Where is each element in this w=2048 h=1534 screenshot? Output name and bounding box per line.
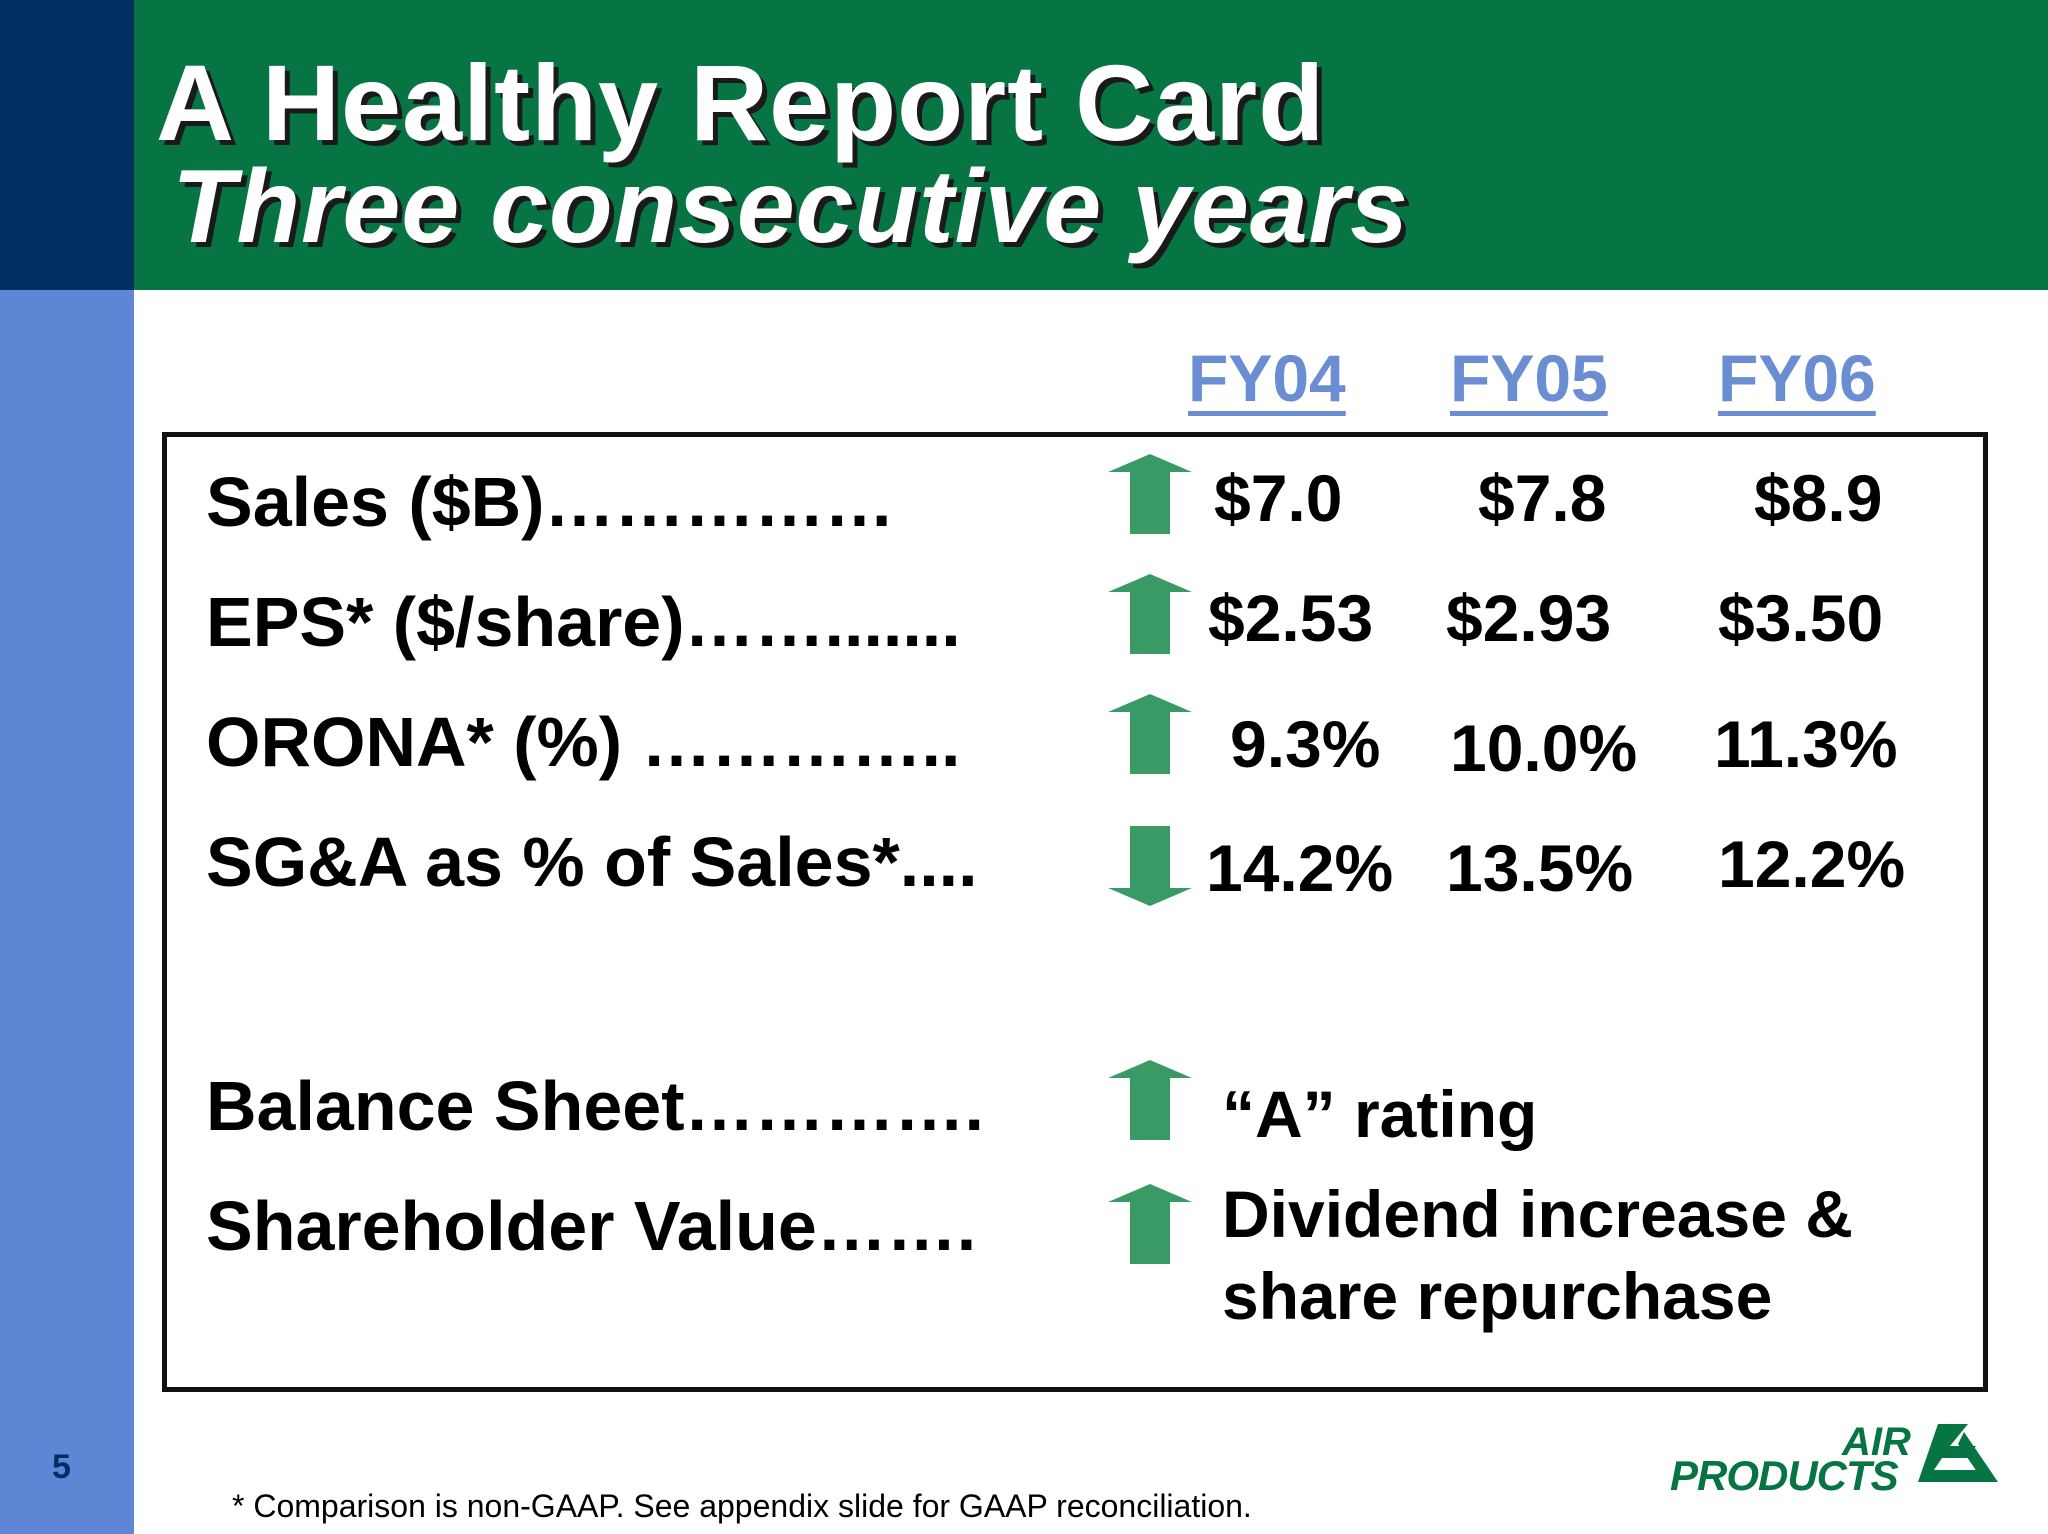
sales-fy04: $7.0 [1214,461,1343,535]
down-arrow-icon [1108,826,1192,906]
page-number: 5 [52,1448,71,1486]
up-arrow-icon [1108,454,1192,534]
sga-fy05: 13.5% [1446,831,1634,905]
eps-fy06: $3.50 [1718,581,1884,655]
sga-fy06: 12.2% [1718,827,1906,901]
row-label-sga: SG&A as % of Sales*.... [206,823,978,901]
logo-text-products: PRODUCTS [1670,1452,1899,1499]
orona-fy04: 9.3% [1230,707,1381,781]
slide-subtitle: Three consecutive years [172,149,1409,265]
slide-title: A Healthy Report Card [156,42,1326,163]
eps-fy04: $2.53 [1208,581,1374,655]
up-arrow-icon [1108,1184,1192,1264]
header-corner-block [0,0,134,290]
row-label-sales: Sales ($B)…………… [206,463,895,541]
shareholder-value-line1: Dividend increase & [1222,1177,1853,1251]
shareholder-value-line2: share repurchase [1222,1259,1773,1333]
row-label-orona: ORONA* (%) ………….. [206,703,961,781]
report-card-box [162,432,1988,1392]
footnote: * Comparison is non-GAAP. See appendix s… [232,1488,1252,1524]
row-label-shareholder-value: Shareholder Value……. [206,1187,977,1265]
up-arrow-icon [1108,694,1192,774]
orona-fy06: 11.3% [1714,707,1898,781]
up-arrow-icon [1108,1060,1192,1140]
orona-fy05: 10.0% [1450,711,1638,785]
column-header-fy06: FY06 [1718,341,1876,415]
sales-fy06: $8.9 [1754,461,1883,535]
column-header-fy04: FY04 [1188,341,1346,415]
eps-fy05: $2.93 [1446,581,1612,655]
logo-text-air: AIR [1842,1420,1911,1464]
sales-fy05: $7.8 [1478,461,1607,535]
column-header-fy05: FY05 [1450,341,1608,415]
sga-fy04: 14.2% [1206,831,1394,905]
row-label-eps: EPS* ($/share)……....... [206,583,961,661]
left-sidebar-band [0,290,134,1534]
air-products-logo-icon [1918,1424,1998,1482]
row-label-balance-sheet: Balance Sheet…………. [206,1067,984,1145]
up-arrow-icon [1108,574,1192,654]
header-band [134,0,2048,290]
balance-sheet-rating: “A” rating [1222,1077,1538,1151]
